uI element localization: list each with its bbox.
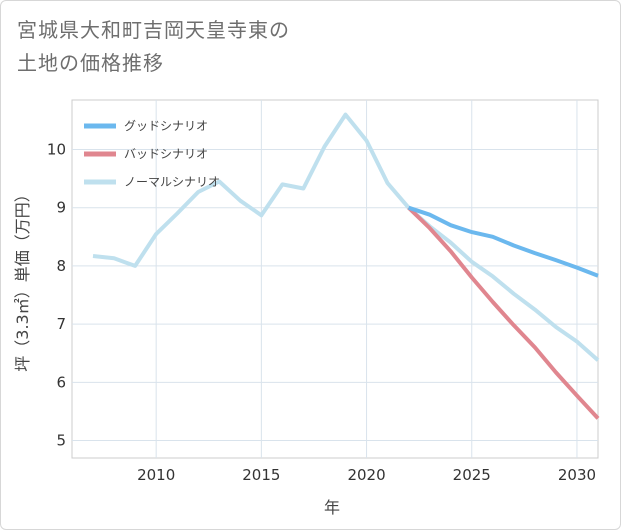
x-tick-label: 2010 [137,466,175,484]
y-axis-label: 坪（3.3㎡）単価（万円） [13,186,32,371]
tick-labels: 2010 2015 2020 2025 2030 5 6 7 8 9 10 [47,140,596,484]
y-tick-label: 6 [56,373,66,391]
series-lines [92,112,600,420]
y-tick-label: 10 [47,140,66,158]
plot-area [71,99,599,459]
x-axis-label: 年 [324,498,340,517]
legend-label: バッドシナリオ [124,147,208,161]
legend-label: グッドシナリオ [124,119,208,133]
chart-title-line-1: 宮城県大和町吉岡天皇寺東の [17,18,290,42]
chart-title-line-2: 土地の価格推移 [17,51,164,75]
x-tick-label: 2025 [453,466,491,484]
y-tick-label: 9 [56,199,66,217]
y-tick-label: 7 [56,315,66,333]
x-tick-label: 2030 [558,466,596,484]
y-tick-label: 8 [56,257,66,275]
series-line-3 [92,112,600,362]
series-line-2 [407,206,600,420]
y-tick-label: 5 [56,432,66,450]
legend-label: ノーマルシナリオ [124,175,220,189]
x-tick-label: 2015 [242,466,280,484]
x-tick-label: 2020 [347,466,385,484]
series-line-1 [407,205,599,278]
chart-title: 宮城県大和町吉岡天皇寺東の 土地の価格推移 [17,14,290,80]
